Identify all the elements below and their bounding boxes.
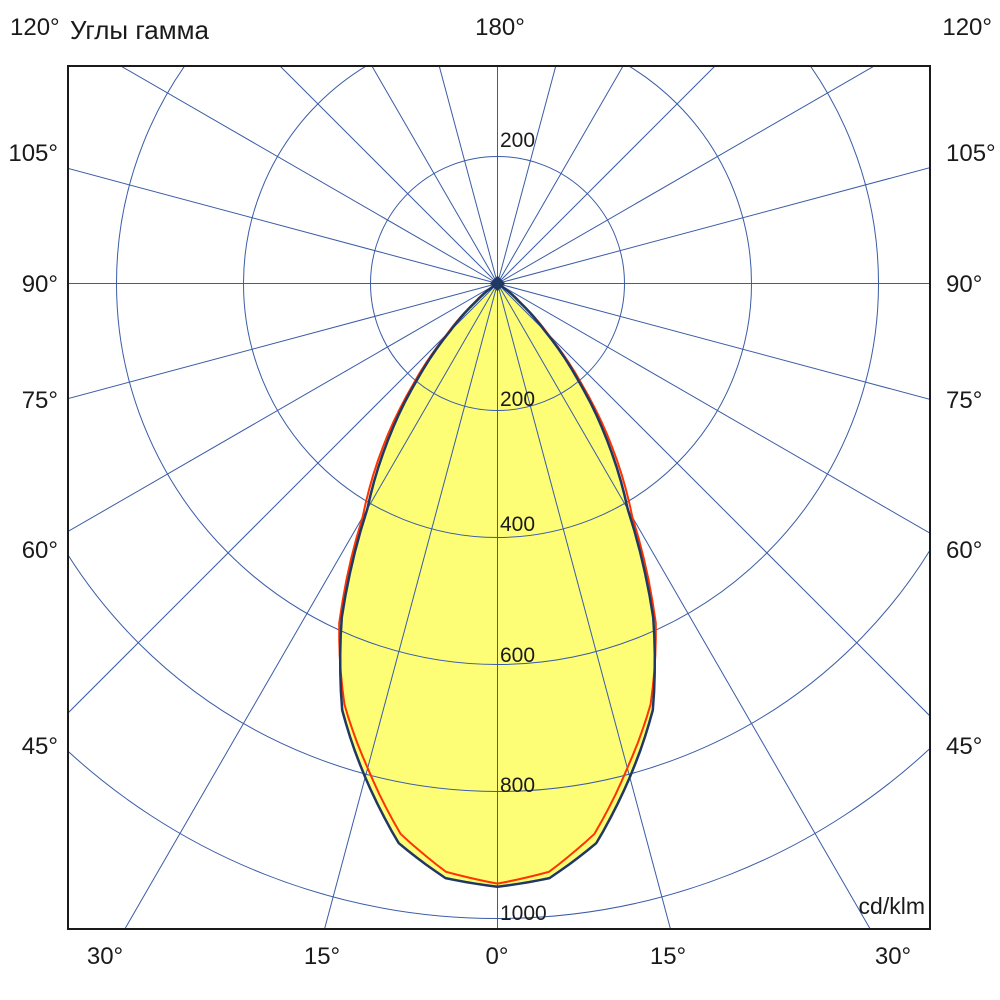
gamma-angle-label-top-right: 120°	[942, 14, 992, 41]
ring-value-label-200-bottom: 200	[500, 388, 536, 411]
curve-c0-c180	[338, 282, 657, 889]
ring-400	[243, 66, 752, 538]
gamma-angle-label-right-105: 105°	[946, 140, 996, 167]
gamma-ray-345	[324, 283, 498, 929]
ring-value-label-800: 800	[500, 774, 536, 797]
gamma-ray-210	[371, 66, 498, 284]
gamma-ray-240	[119, 66, 498, 284]
gamma-angle-label-left-60: 60°	[21, 537, 58, 564]
gamma-ray-60	[497, 283, 930, 534]
plot-border	[67, 65, 931, 930]
gamma-ray-105	[497, 167, 930, 284]
gamma-angle-label-left-75: 75°	[21, 387, 58, 414]
gamma-angle-label-left-90: 90°	[21, 271, 58, 298]
gamma-angle-label-bottom-15l: 15°	[303, 943, 341, 970]
ring-800	[68, 548, 930, 792]
gamma-angle-label-bottom-0: 0°	[485, 943, 509, 970]
chart-title: Углы гамма	[70, 15, 209, 45]
ring-value-label-1000: 1000	[500, 902, 547, 925]
gamma-ray-300	[68, 283, 498, 533]
gamma-angle-label-right-75: 75°	[946, 387, 983, 414]
ring-200	[370, 156, 625, 411]
units-label: cd/klm	[858, 893, 925, 919]
gamma-angle-label-top-left: 120°	[10, 14, 60, 41]
gamma-angle-label-bottom-30l: 30°	[86, 943, 124, 970]
ring-1000	[68, 747, 930, 919]
gamma-angle-label-left-45: 45°	[21, 733, 58, 760]
ring-600	[116, 66, 879, 665]
ring-value-label-600: 600	[500, 644, 536, 667]
gamma-ray-255	[68, 167, 498, 284]
gamma-angle-label-left-105: 105°	[8, 140, 58, 167]
gamma-ray-150	[497, 66, 624, 284]
ring-value-label-200-top: 200	[500, 129, 536, 152]
gamma-ray-315	[68, 283, 498, 714]
gamma-ray-195	[438, 66, 498, 284]
gamma-ray-165	[497, 66, 557, 284]
gamma-angle-label-right-45: 45°	[946, 733, 983, 760]
gamma-angle-label-bottom-15r: 15°	[649, 943, 687, 970]
gamma-ray-45	[497, 283, 930, 717]
gamma-angle-label-right-90: 90°	[946, 271, 983, 298]
gamma-ray-15	[497, 283, 671, 929]
gamma-ray-30	[497, 283, 871, 929]
ring-value-label-400: 400	[500, 513, 536, 536]
gamma-ray-285	[68, 283, 498, 400]
gamma-ray-225	[279, 66, 498, 284]
gamma-angle-label-bottom-30r: 30°	[874, 943, 912, 970]
gamma-angle-label-right-60: 60°	[946, 537, 983, 564]
gamma-ray-330	[124, 283, 498, 929]
gamma-ray-135	[497, 66, 716, 284]
gamma-ray-75	[497, 283, 930, 400]
gamma-angle-label-top-center: 180°	[475, 14, 525, 41]
gamma-ray-120	[497, 66, 876, 284]
